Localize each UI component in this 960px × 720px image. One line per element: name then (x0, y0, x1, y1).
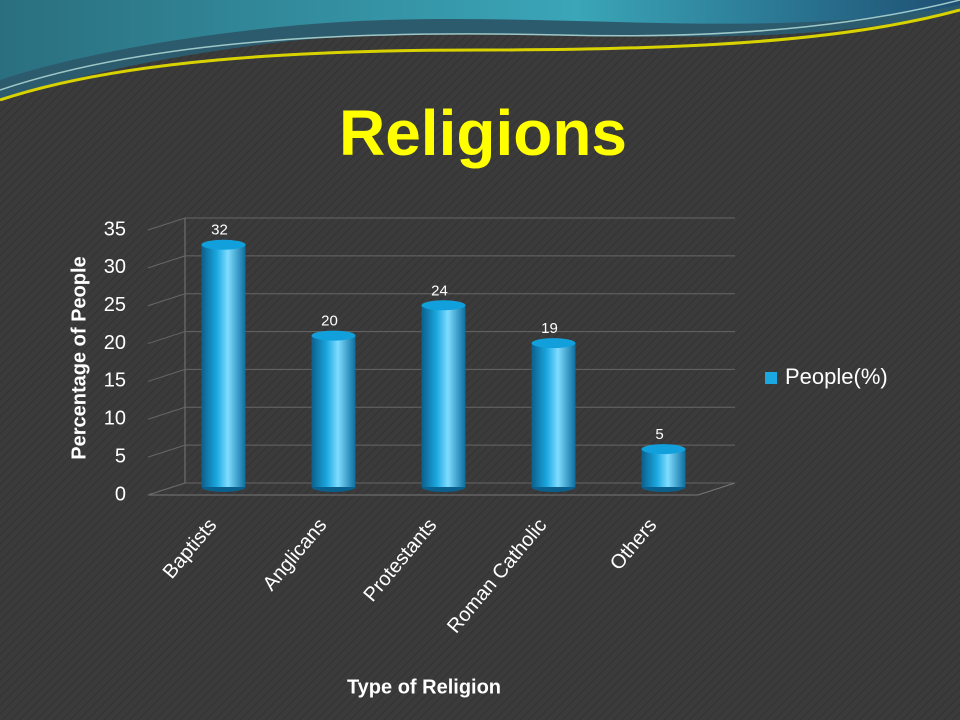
y-axis-label: Percentage of People (68, 256, 90, 459)
data-label: 20 (321, 313, 338, 330)
grid-line (147, 293, 735, 307)
bar (311, 335, 356, 487)
data-label: 24 (431, 282, 448, 299)
bar-top (311, 330, 356, 341)
data-label: 32 (211, 222, 228, 239)
bar (641, 449, 686, 487)
wave-line (0, 8, 960, 102)
grid-line (147, 255, 735, 269)
chart-title: Religions (339, 97, 627, 169)
y-tick-label: 5 (115, 445, 126, 467)
grid-line (147, 217, 735, 231)
y-tick-label: 30 (104, 256, 126, 278)
y-tick-label: 20 (104, 332, 126, 354)
y-tick-label: 25 (104, 294, 126, 316)
bar (531, 343, 576, 487)
bar-top (201, 239, 246, 250)
wave (0, 0, 960, 80)
data-label: 5 (655, 426, 663, 443)
y-tick-label: 0 (115, 483, 126, 505)
bar-top (531, 338, 576, 349)
legend-label: People(%) (785, 364, 888, 389)
bar (201, 244, 246, 487)
bar-top (421, 300, 466, 311)
x-axis-label: Type of Religion (347, 676, 501, 698)
legend-swatch (765, 372, 777, 384)
y-tick-label: 15 (104, 370, 126, 392)
bar (421, 305, 466, 487)
y-tick-label: 10 (104, 408, 126, 430)
bar-top (641, 444, 686, 455)
data-label: 19 (541, 320, 558, 337)
grid-line (147, 331, 735, 345)
wave-line (0, 0, 960, 91)
y-tick-label: 35 (104, 218, 126, 240)
